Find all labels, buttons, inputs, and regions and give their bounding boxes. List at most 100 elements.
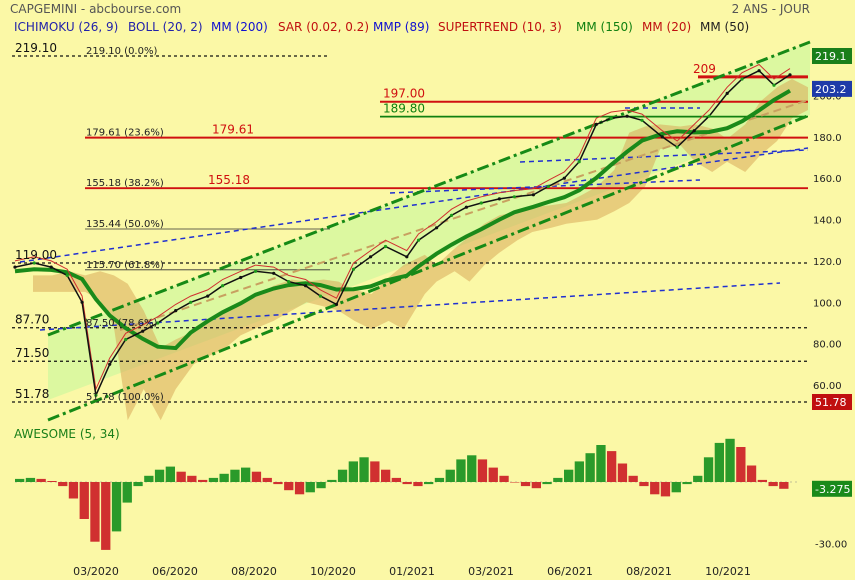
level-label: 197.00 bbox=[383, 87, 425, 101]
awesome-bar bbox=[133, 482, 143, 487]
price-point bbox=[254, 269, 258, 273]
awesome-badge-label: -3.275 bbox=[815, 483, 850, 496]
awesome-bar bbox=[650, 482, 660, 495]
x-tick-label: 06/2021 bbox=[547, 565, 593, 578]
level-label: 189.80 bbox=[383, 102, 425, 116]
awesome-bar bbox=[477, 459, 488, 482]
price-point bbox=[318, 294, 323, 298]
level-label: 71.50 bbox=[15, 346, 49, 360]
price-point bbox=[206, 294, 210, 298]
awesome-bar bbox=[628, 475, 638, 482]
awesome-bar bbox=[434, 477, 445, 482]
awesome-bar bbox=[381, 469, 391, 482]
awesome-bar bbox=[639, 482, 649, 487]
awesome-bar bbox=[445, 469, 455, 482]
awesome-bar bbox=[327, 479, 337, 482]
price-point bbox=[772, 83, 776, 87]
indicator-boll: BOLL (20, 2) bbox=[128, 20, 203, 34]
awesome-bar bbox=[241, 467, 251, 482]
price-point bbox=[479, 201, 483, 205]
price-point bbox=[141, 329, 145, 333]
price-point bbox=[692, 129, 696, 133]
x-tick-label: 03/2020 bbox=[73, 565, 119, 578]
price-point bbox=[757, 69, 761, 73]
price-point bbox=[416, 238, 421, 242]
median-line bbox=[119, 99, 809, 331]
awesome-bar bbox=[305, 482, 315, 493]
awesome-bar bbox=[337, 469, 348, 482]
mm150-line bbox=[14, 88, 792, 351]
awesome-bar bbox=[219, 473, 229, 482]
x-tick-label: 08/2021 bbox=[626, 565, 672, 578]
awesome-bar bbox=[101, 482, 111, 550]
price-point bbox=[675, 145, 679, 149]
price-point bbox=[625, 114, 629, 118]
price-point bbox=[189, 300, 193, 304]
price-point bbox=[740, 77, 744, 81]
indicator-mm50: MM (50) bbox=[700, 20, 750, 34]
indicator-ichimoku: ICHIMOKU (26, 9) bbox=[14, 20, 119, 34]
price-point bbox=[546, 184, 550, 189]
price-point bbox=[497, 197, 501, 201]
awesome-bar bbox=[144, 475, 154, 482]
awesome-bar bbox=[294, 482, 305, 495]
awesome-bar bbox=[779, 482, 789, 489]
y-tick-label: 180.0 bbox=[813, 133, 842, 144]
price-badge bbox=[812, 394, 852, 410]
level-label: 179.61 bbox=[212, 123, 254, 137]
fib-label: 115.70 (61.8%) bbox=[86, 260, 164, 271]
x-tick-label: 10/2020 bbox=[310, 565, 356, 578]
price-point bbox=[32, 261, 36, 265]
fib-label: 179.61 (23.6%) bbox=[86, 128, 164, 139]
level-label: 209 bbox=[693, 62, 716, 76]
awesome-bar bbox=[671, 482, 681, 493]
price-point bbox=[287, 280, 291, 284]
awesome-bar bbox=[208, 477, 219, 482]
awesome-bar bbox=[262, 477, 272, 482]
price-point bbox=[640, 118, 644, 122]
awesome-bar bbox=[25, 477, 36, 482]
awesome-bar bbox=[187, 475, 197, 482]
awesome-bar bbox=[273, 482, 283, 485]
indicator-mm20: MM (20) bbox=[642, 20, 692, 34]
awesome-bar bbox=[348, 461, 358, 482]
blue-trendline bbox=[519, 149, 809, 163]
price-point bbox=[660, 135, 664, 139]
awesome-bar bbox=[499, 475, 509, 482]
price-point bbox=[304, 284, 308, 288]
level-label: 119.00 bbox=[15, 248, 57, 262]
awesome-bar bbox=[757, 479, 767, 482]
x-tick-label: 08/2020 bbox=[231, 565, 277, 578]
awesome-bar bbox=[68, 482, 79, 499]
awesome-bar bbox=[413, 482, 423, 487]
blue-trendline bbox=[39, 282, 781, 331]
price-point bbox=[531, 193, 536, 197]
price-badge bbox=[812, 80, 852, 97]
awesome-bar bbox=[510, 482, 520, 483]
price-point bbox=[124, 337, 128, 342]
awesome-bar bbox=[284, 482, 294, 491]
fib-label: 51.78 (100.0%) bbox=[86, 392, 164, 403]
awesome-bar bbox=[456, 459, 466, 482]
level-label: 51.78 bbox=[15, 387, 49, 401]
awesome-y-tick: -30.00 bbox=[815, 540, 847, 551]
awesome-bar bbox=[703, 457, 714, 482]
awesome-bar bbox=[520, 482, 531, 487]
mm20-line bbox=[14, 63, 791, 391]
awesome-bar bbox=[111, 482, 122, 532]
price-point bbox=[13, 265, 17, 269]
price-point bbox=[383, 244, 388, 249]
fib-label: 155.18 (38.2%) bbox=[86, 178, 164, 189]
y-tick-label: 80.00 bbox=[813, 340, 842, 351]
awesome-bar bbox=[467, 455, 477, 482]
indicator-sar: SAR (0.02, 0.2) bbox=[278, 20, 369, 34]
blue-trendline bbox=[389, 179, 701, 194]
awesome-bar bbox=[230, 469, 240, 482]
awesome-bar bbox=[154, 469, 165, 482]
price-point bbox=[449, 213, 454, 217]
awesome-bar bbox=[36, 478, 46, 482]
awesome-bar bbox=[424, 482, 434, 485]
awesome-bar bbox=[316, 482, 326, 489]
price-point bbox=[108, 362, 112, 366]
